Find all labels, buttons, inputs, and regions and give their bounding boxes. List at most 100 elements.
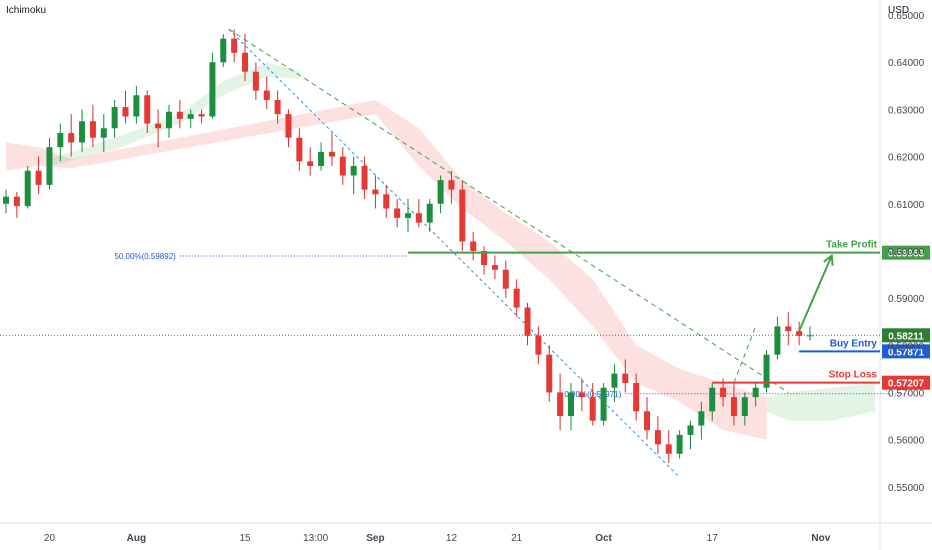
candle-body: [79, 121, 86, 143]
candle[interactable]: [763, 349, 770, 393]
candle[interactable]: [339, 147, 346, 185]
candle[interactable]: [546, 345, 553, 402]
ichimoku-cloud-green-2: [766, 383, 876, 421]
candle[interactable]: [100, 114, 107, 152]
candle[interactable]: [252, 62, 259, 100]
candle[interactable]: [328, 133, 335, 167]
candle-body: [176, 111, 183, 119]
candle-body: [155, 123, 162, 129]
candle[interactable]: [231, 29, 238, 63]
candle[interactable]: [502, 260, 509, 299]
candle[interactable]: [807, 326, 813, 341]
candle[interactable]: [155, 109, 162, 148]
candle-body: [57, 133, 64, 148]
candle[interactable]: [665, 430, 672, 464]
candle-body: [752, 387, 759, 398]
candle[interactable]: [263, 76, 270, 110]
candle[interactable]: [350, 156, 357, 195]
candle[interactable]: [513, 279, 520, 317]
candle[interactable]: [567, 383, 574, 431]
candle[interactable]: [774, 316, 781, 360]
price-tag-1: [882, 344, 930, 359]
candle[interactable]: [741, 392, 748, 426]
candle[interactable]: [405, 199, 411, 233]
candle[interactable]: [796, 321, 803, 346]
candle[interactable]: [437, 175, 444, 214]
candle[interactable]: [274, 90, 281, 124]
candle[interactable]: [122, 90, 129, 124]
candle[interactable]: [35, 156, 42, 195]
candle-body: [361, 166, 368, 190]
candle-body: [13, 196, 20, 207]
candle[interactable]: [535, 326, 542, 365]
candle[interactable]: [68, 114, 75, 157]
x-tick-label: 12: [446, 533, 458, 544]
candle[interactable]: [198, 109, 205, 124]
candle[interactable]: [46, 137, 53, 190]
candle[interactable]: [133, 85, 140, 124]
candle[interactable]: [709, 383, 716, 421]
candle-body: [46, 147, 53, 185]
candle[interactable]: [654, 416, 661, 454]
trendline-0[interactable]: [228, 28, 789, 393]
candle[interactable]: [426, 199, 433, 233]
candle[interactable]: [372, 175, 379, 209]
candle-body: [68, 133, 75, 143]
candle[interactable]: [622, 359, 629, 393]
candle[interactable]: [633, 373, 640, 421]
candle[interactable]: [415, 199, 422, 228]
candle[interactable]: [578, 378, 585, 412]
candle[interactable]: [752, 383, 759, 407]
y-tick-label: 0.62000: [888, 153, 925, 164]
candle-body: [24, 170, 31, 207]
candle-body: [524, 307, 531, 336]
candle[interactable]: [394, 199, 401, 228]
candle[interactable]: [242, 33, 249, 82]
candle[interactable]: [144, 90, 151, 133]
candle[interactable]: [524, 302, 531, 346]
candle[interactable]: [209, 52, 216, 119]
candle[interactable]: [459, 180, 466, 251]
candle[interactable]: [3, 189, 9, 214]
candle[interactable]: [176, 99, 183, 129]
candle[interactable]: [361, 156, 368, 200]
target-arrow-line[interactable]: [798, 255, 833, 332]
candle[interactable]: [448, 170, 455, 204]
candle[interactable]: [644, 397, 651, 440]
candle[interactable]: [589, 383, 596, 426]
candle[interactable]: [24, 166, 31, 209]
x-tick-label: Nov: [811, 533, 830, 544]
candle[interactable]: [57, 123, 64, 162]
candle[interactable]: [676, 430, 683, 459]
candle[interactable]: [687, 420, 694, 450]
candle[interactable]: [79, 109, 86, 152]
candle[interactable]: [611, 364, 618, 402]
candle[interactable]: [785, 312, 792, 346]
candle[interactable]: [698, 401, 705, 440]
candle[interactable]: [470, 232, 477, 261]
candle[interactable]: [296, 128, 303, 171]
candle[interactable]: [89, 104, 96, 148]
candle[interactable]: [220, 33, 227, 67]
candle[interactable]: [111, 99, 118, 138]
level-label-stop-loss: Stop Loss: [829, 370, 878, 381]
y-tick-label: 0.61000: [888, 200, 925, 211]
candle[interactable]: [13, 191, 20, 218]
candle[interactable]: [481, 246, 488, 275]
candle[interactable]: [600, 383, 607, 426]
trendline-2[interactable]: [733, 326, 757, 384]
candle[interactable]: [187, 109, 194, 129]
candle[interactable]: [165, 104, 172, 138]
candle[interactable]: [285, 109, 292, 148]
candle[interactable]: [383, 184, 390, 218]
candle[interactable]: [318, 142, 325, 171]
candle[interactable]: [557, 373, 564, 431]
candle-body: [546, 354, 553, 393]
candle[interactable]: [730, 383, 737, 426]
candle[interactable]: [307, 147, 314, 176]
candle[interactable]: [491, 255, 498, 280]
price-tag-0: [882, 245, 930, 260]
candle-body: [274, 99, 281, 115]
candle-body: [481, 250, 488, 266]
